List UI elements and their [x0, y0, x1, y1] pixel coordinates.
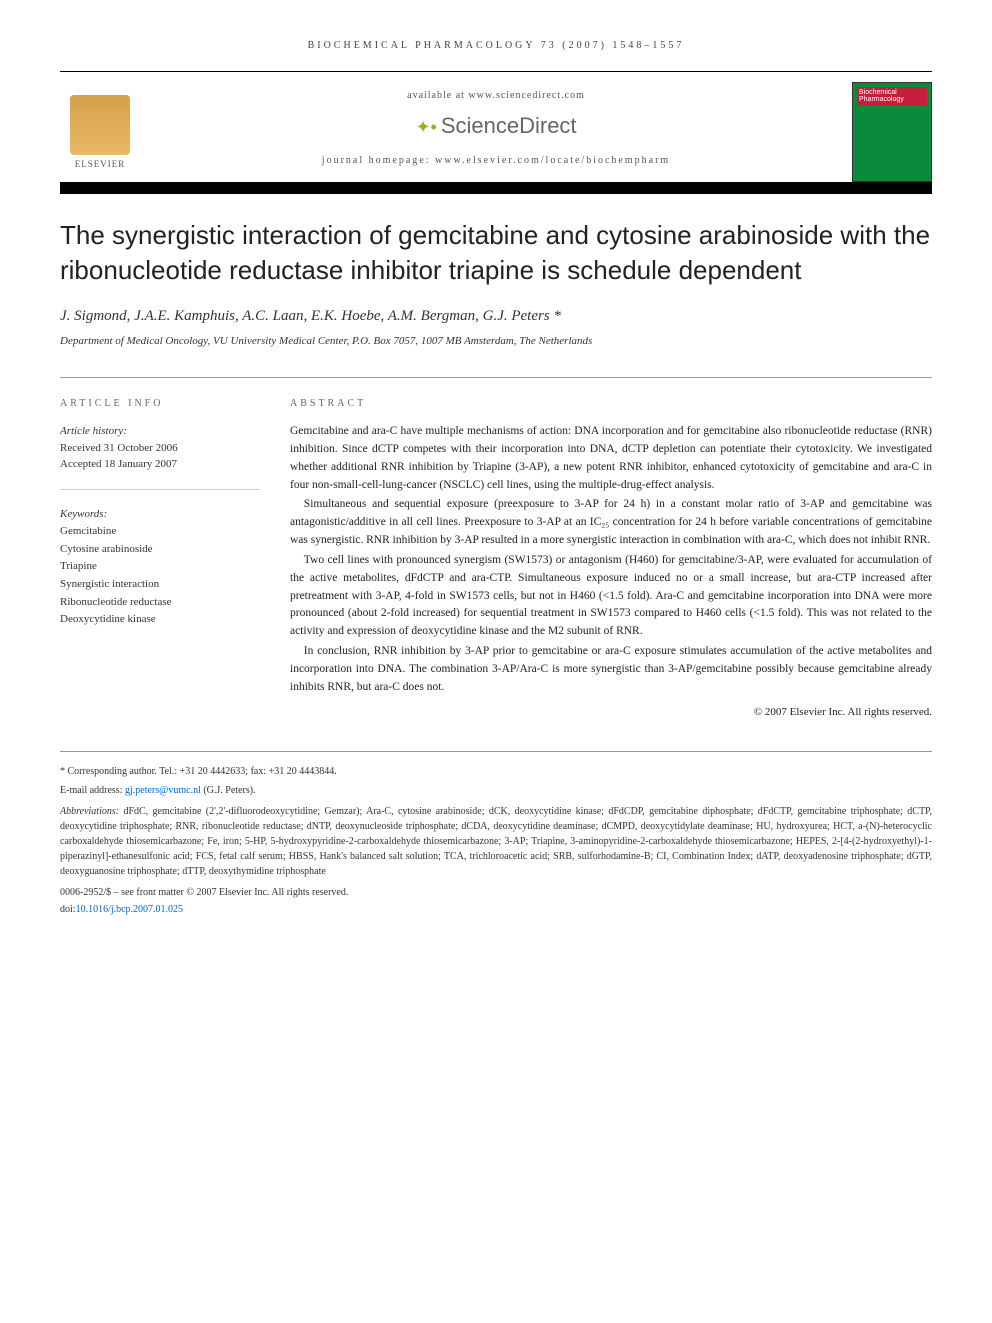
elsevier-logo[interactable]: ELSEVIER — [60, 87, 140, 177]
doi-line: doi:10.1016/j.bcp.2007.01.025 — [60, 902, 932, 917]
affiliation: Department of Medical Oncology, VU Unive… — [60, 335, 932, 347]
keywords-label: Keywords: — [60, 506, 260, 524]
article-info-header: ARTICLE INFO — [60, 398, 260, 409]
email-label: E-mail address: — [60, 785, 125, 796]
history-label: Article history: — [60, 423, 260, 440]
center-banner: available at www.sciencedirect.com ✦•Sci… — [140, 90, 852, 174]
doi-label: doi: — [60, 904, 76, 915]
abbreviations-text: dFdC, gemcitabine (2',2'-difluorodeoxycy… — [60, 806, 932, 877]
email-suffix: (G.J. Peters). — [201, 785, 256, 796]
journal-header: BIOCHEMICAL PHARMACOLOGY 73 (2007) 1548–… — [60, 40, 932, 51]
abstract-paragraph: Gemcitabine and ara-C have multiple mech… — [290, 423, 932, 494]
footer-section: * Corresponding author. Tel.: +31 20 444… — [60, 751, 932, 917]
keyword: Cytosine arabinoside — [60, 541, 260, 559]
issn-line: 0006-2952/$ – see front matter © 2007 El… — [60, 885, 932, 900]
email-line: E-mail address: gj.peters@vumc.nl (G.J. … — [60, 783, 932, 798]
abstract-text: Gemcitabine and ara-C have multiple mech… — [290, 423, 932, 721]
journal-cover[interactable]: Biochemical Pharmacology — [852, 82, 932, 182]
keywords-block: Keywords: Gemcitabine Cytosine arabinosi… — [60, 506, 260, 629]
abstract-column: ABSTRACT Gemcitabine and ara-C have mult… — [290, 398, 932, 721]
abstract-paragraph: Simultaneous and sequential exposure (pr… — [290, 496, 932, 549]
sciencedirect-logo[interactable]: ✦•ScienceDirect — [160, 113, 832, 139]
copyright-line: © 2007 Elsevier Inc. All rights reserved… — [290, 704, 932, 721]
keyword: Triapine — [60, 558, 260, 576]
abbreviations-block: Abbreviations: dFdC, gemcitabine (2',2'-… — [60, 804, 932, 879]
keyword: Synergistic interaction — [60, 576, 260, 594]
elsevier-text: ELSEVIER — [75, 159, 126, 169]
sciencedirect-icon: ✦• — [415, 117, 436, 137]
authors: J. Sigmond, J.A.E. Kamphuis, A.C. Laan, … — [60, 308, 932, 325]
available-text: available at www.sciencedirect.com — [160, 90, 832, 101]
keyword: Gemcitabine — [60, 523, 260, 541]
accepted-date: Accepted 18 January 2007 — [60, 456, 260, 473]
elsevier-tree-icon — [70, 95, 130, 155]
journal-homepage[interactable]: journal homepage: www.elsevier.com/locat… — [160, 155, 832, 174]
doi-link[interactable]: 10.1016/j.bcp.2007.01.025 — [76, 904, 184, 915]
sciencedirect-text: ScienceDirect — [441, 113, 577, 138]
abbreviations-label: Abbreviations: — [60, 806, 123, 817]
article-title: The synergistic interaction of gemcitabi… — [60, 218, 932, 288]
abstract-header: ABSTRACT — [290, 398, 932, 409]
top-banner: ELSEVIER available at www.sciencedirect.… — [60, 71, 932, 186]
keyword: Ribonucleotide reductase — [60, 594, 260, 612]
abstract-paragraph: In conclusion, RNR inhibition by 3-AP pr… — [290, 643, 932, 696]
received-date: Received 31 October 2006 — [60, 440, 260, 457]
keyword: Deoxycytidine kinase — [60, 611, 260, 629]
article-history: Article history: Received 31 October 200… — [60, 423, 260, 490]
divider-bar — [60, 186, 932, 194]
two-column-layout: ARTICLE INFO Article history: Received 3… — [60, 377, 932, 721]
corresponding-author: * Corresponding author. Tel.: +31 20 444… — [60, 764, 932, 779]
abstract-paragraph: Two cell lines with pronounced synergism… — [290, 552, 932, 641]
article-info-column: ARTICLE INFO Article history: Received 3… — [60, 398, 260, 721]
journal-cover-title: Biochemical Pharmacology — [857, 87, 927, 105]
email-link[interactable]: gj.peters@vumc.nl — [125, 785, 201, 796]
